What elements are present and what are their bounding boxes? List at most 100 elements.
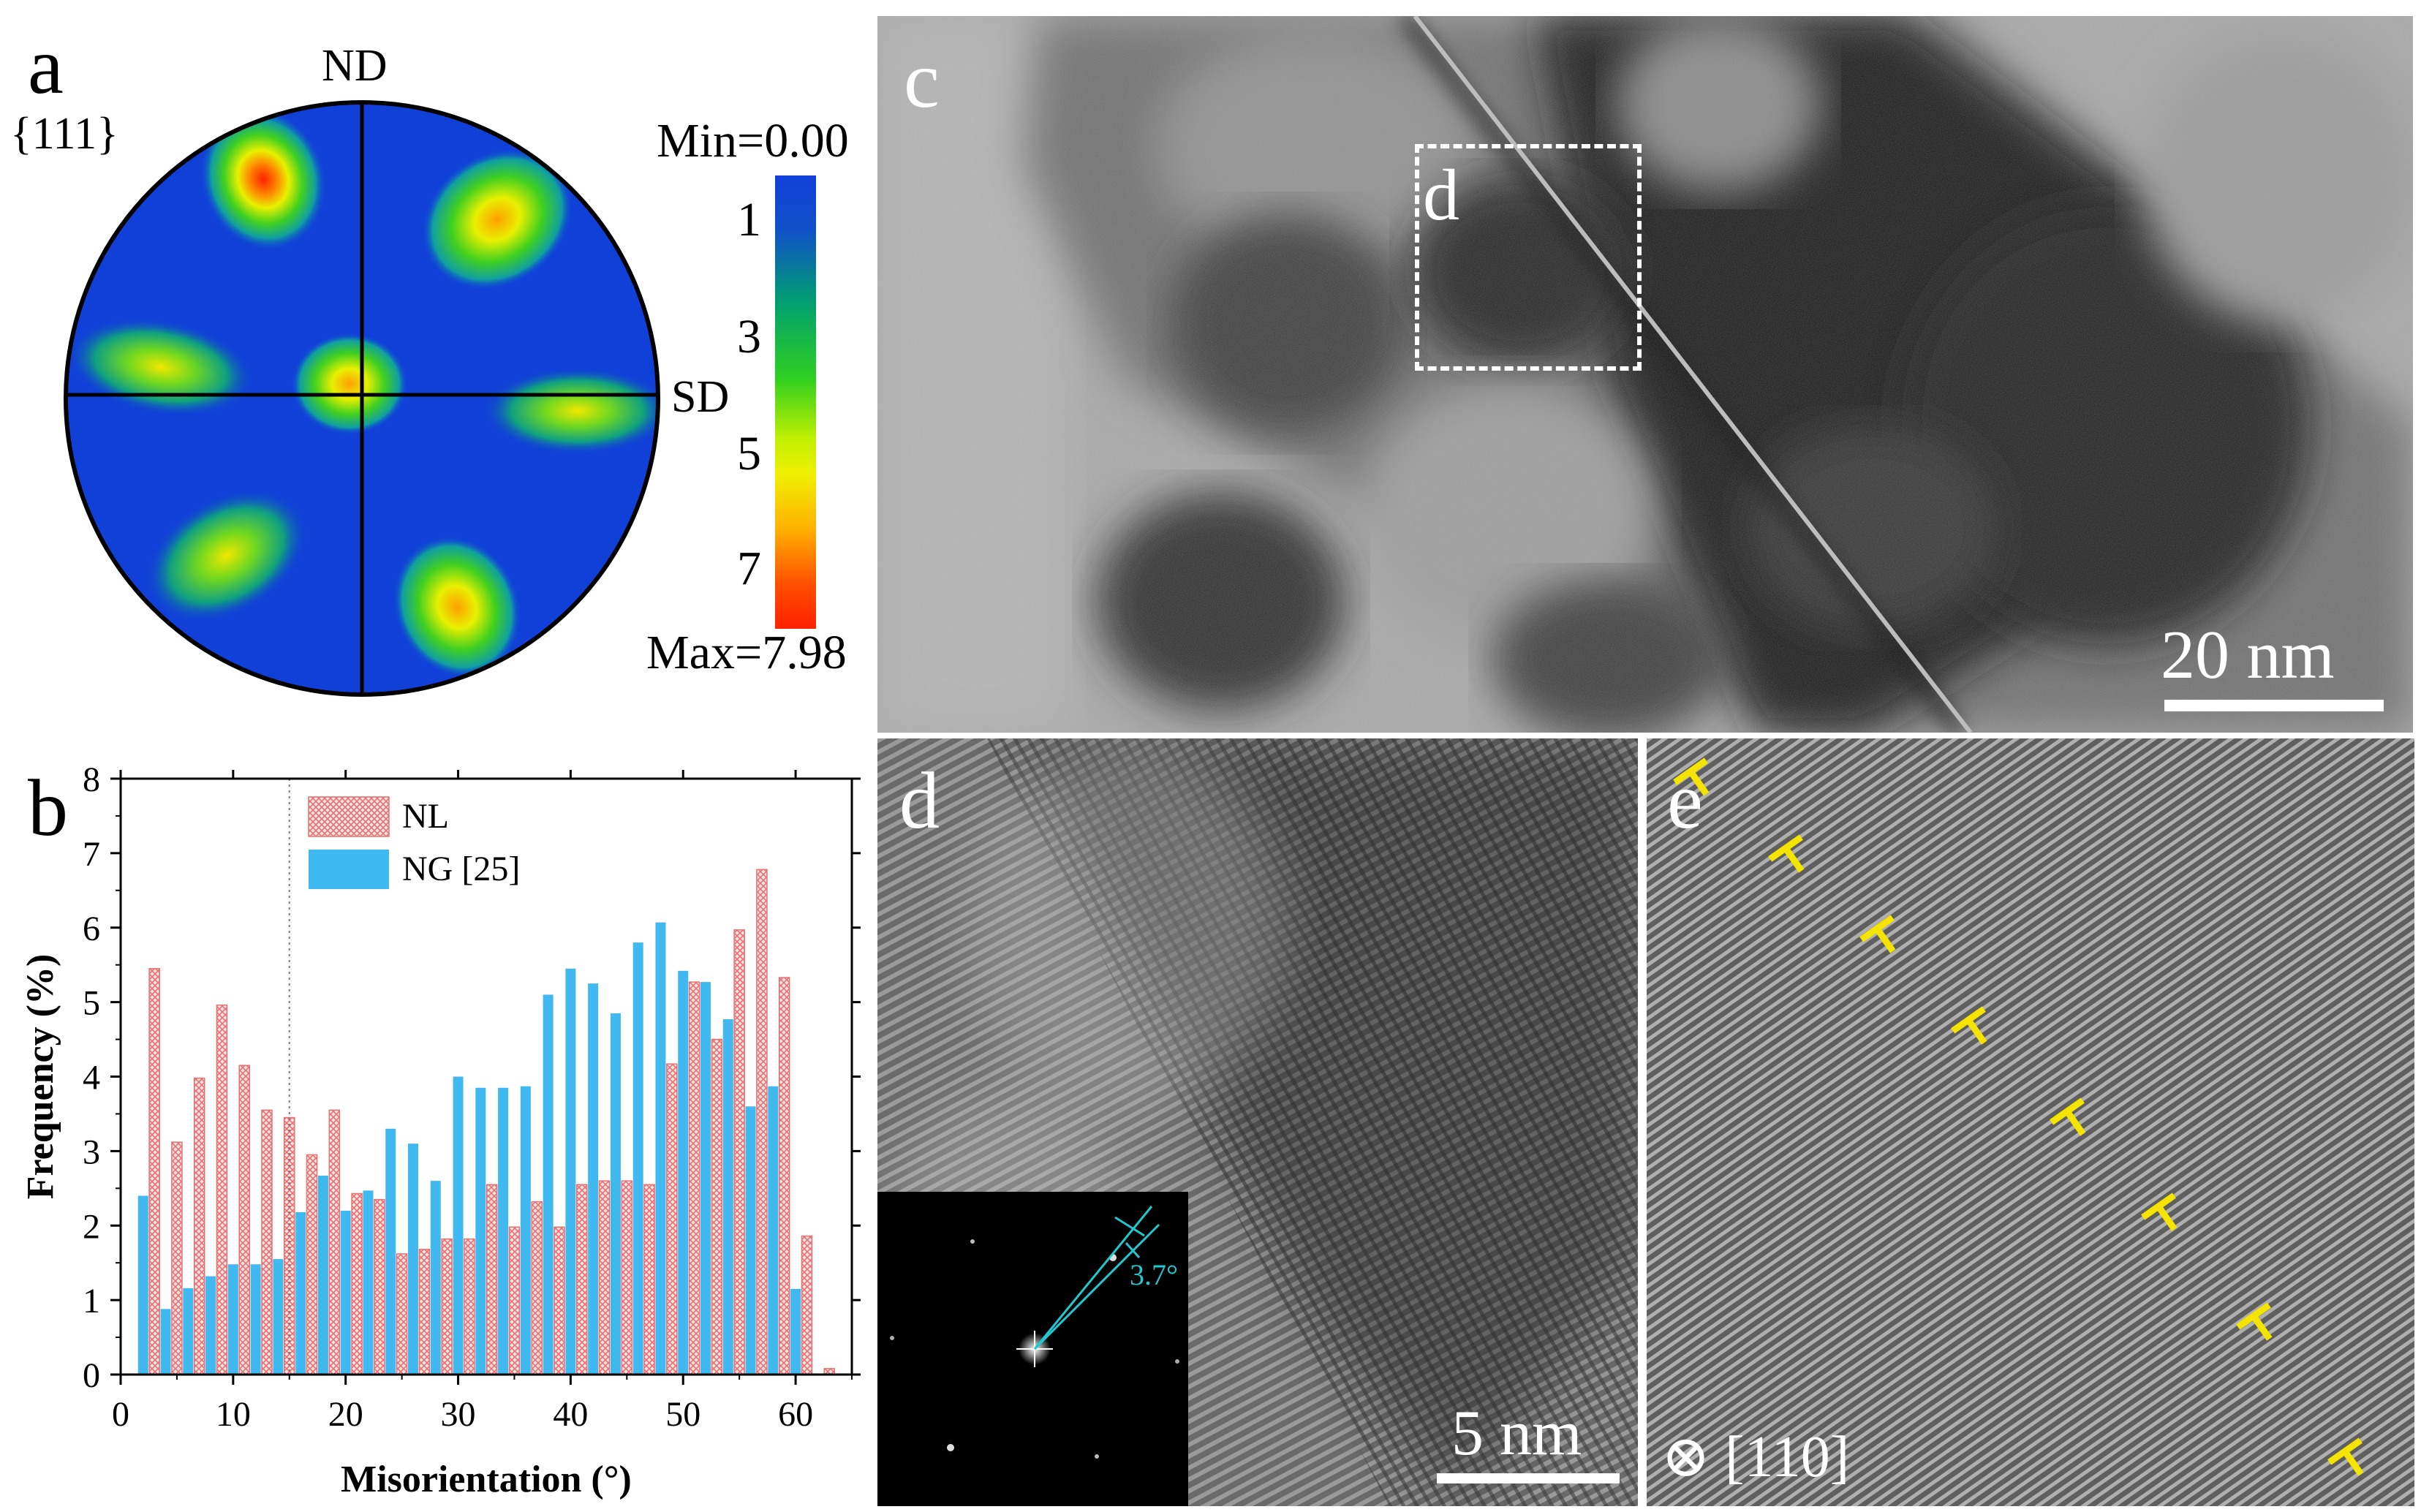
bar-ng-0 [137,1195,148,1375]
bar-ng-20 [588,983,599,1375]
dislocation-marker-5 [2141,1192,2178,1231]
bar-ng-11 [385,1128,396,1375]
bar-ng-4 [227,1264,238,1375]
bar-nl-28 [778,977,790,1375]
x-tick-label-1: 10 [216,1395,251,1434]
colorbar-max-label: Max=7.98 [646,626,847,679]
x-tick-label-2: 20 [328,1395,363,1434]
panel-c-letter: c [904,35,940,124]
bar-nl-17 [531,1201,543,1375]
bar-nl-22 [643,1184,655,1375]
bar-nl-1 [171,1141,183,1375]
bar-nl-2 [193,1077,205,1375]
bar-nl-3 [216,1004,228,1375]
bar-ng-2 [183,1288,194,1375]
bar-ng-28 [768,1086,779,1375]
scalebar-d [1437,1473,1620,1483]
scalebar-d-label: 5 nm [1451,1398,1582,1469]
bar-nl-12 [418,1249,431,1375]
bar-ng-7 [295,1212,306,1375]
bar-nl-0 [148,968,160,1375]
y-tick-label-3: 3 [83,1133,100,1171]
x-axis-label: Misorientation (°) [341,1459,632,1500]
bar-ng-17 [520,1086,531,1375]
fft-pattern [890,1206,1179,1459]
scalebar-c [2164,700,2384,711]
bar-ng-24 [678,970,689,1375]
colorbar-min-label: Min=0.00 [657,114,849,167]
bar-ng-29 [790,1288,801,1375]
filtered-lattice-image [1647,738,2414,1506]
dislocation-marker-2 [1859,915,1896,953]
bar-nl-4 [238,1065,250,1375]
colorbar-tick-7: 7 [737,542,761,595]
panel-a-letter: a [28,21,64,110]
bar-nl-24 [688,981,700,1375]
bar-nl-13 [441,1238,453,1375]
scalebar-c-label: 20 nm [2161,617,2335,693]
y-tick-label-1: 1 [83,1282,100,1320]
bar-ng-21 [610,1013,621,1375]
dislocation-marker-4 [2050,1097,2086,1136]
bar-nl-15 [486,1184,498,1375]
legend-swatch-0 [308,796,390,837]
bar-ng-19 [565,968,576,1375]
bar-nl-9 [351,1192,363,1375]
bar-ng-18 [543,994,554,1375]
legend-label-0: NL [402,797,449,836]
bar-nl-16 [508,1226,521,1375]
bar-nl-25 [711,1038,723,1375]
y-tick-label-7: 7 [83,835,100,874]
pole-figure [64,100,660,697]
dislocation-marker-3 [1951,1006,1987,1045]
filtered-lattice-panel-e: e ⊗ [110] [1647,738,2414,1506]
bar-ng-22 [632,942,643,1375]
pole-figure-family-label: {111} [10,109,118,159]
dislocation-marker-1 [1768,834,1805,873]
bar-nl-27 [756,869,768,1375]
bar-ng-8 [317,1175,328,1375]
tem-image-panel-c: d c 20 nm [877,16,2413,733]
bar-nl-18 [554,1226,565,1375]
y-tick-label-2: 2 [83,1207,100,1246]
bar-nl-29 [801,1235,813,1375]
bar-ng-15 [475,1087,486,1375]
colorbar-tick-5: 5 [737,427,761,480]
bar-ng-14 [453,1076,464,1375]
y-axis-label: Frequency (%) [20,954,61,1200]
y-tick-label-8: 8 [83,760,100,799]
bar-nl-21 [621,1180,633,1375]
bar-nl-7 [306,1154,318,1375]
bar-ng-13 [430,1181,441,1375]
hrtem-image-panel-d: d 3.7° 5 nm [877,738,1638,1506]
bar-nl-5 [261,1109,273,1375]
x-tick-label-4: 40 [553,1395,588,1434]
bar-ng-5 [250,1264,261,1375]
dislocation-marker-0 [1673,757,1710,796]
bar-nl-14 [464,1238,475,1375]
bar-ng-27 [745,1106,756,1375]
dislocation-marker-7 [2327,1437,2364,1476]
hrtem-image-d [877,738,1638,1506]
fft-inset: 3.7° [877,1192,1188,1506]
inset-region-label: d [1423,154,1459,235]
bar-nl-20 [598,1180,611,1375]
bar-nl-23 [666,1063,678,1375]
bar-nl-19 [576,1184,588,1375]
panel-d-letter: d [899,756,940,845]
bar-nl-11 [396,1253,408,1375]
legend-label-1: NG [25] [402,850,520,888]
colorbar-tick-3: 3 [737,310,761,363]
panel-b-letter: b [28,763,68,853]
bar-ng-26 [722,1019,733,1375]
bar-ng-1 [160,1309,171,1375]
x-tick-label-3: 30 [441,1395,476,1434]
tem-image-c [877,16,2413,733]
colorbar-tick-1: 1 [737,193,761,246]
bar-ng-25 [700,982,711,1375]
x-tick-label-6: 60 [778,1395,813,1434]
misorientation-chart: 0 1 2 3 4 5 6 7 8 0 10 20 30 40 50 60 Misorientation (°)… [20,760,861,1500]
dislocation-marker-6 [2236,1302,2273,1341]
fft-angle-label: 3.7° [1130,1258,1178,1291]
bar-ng-9 [340,1210,351,1375]
